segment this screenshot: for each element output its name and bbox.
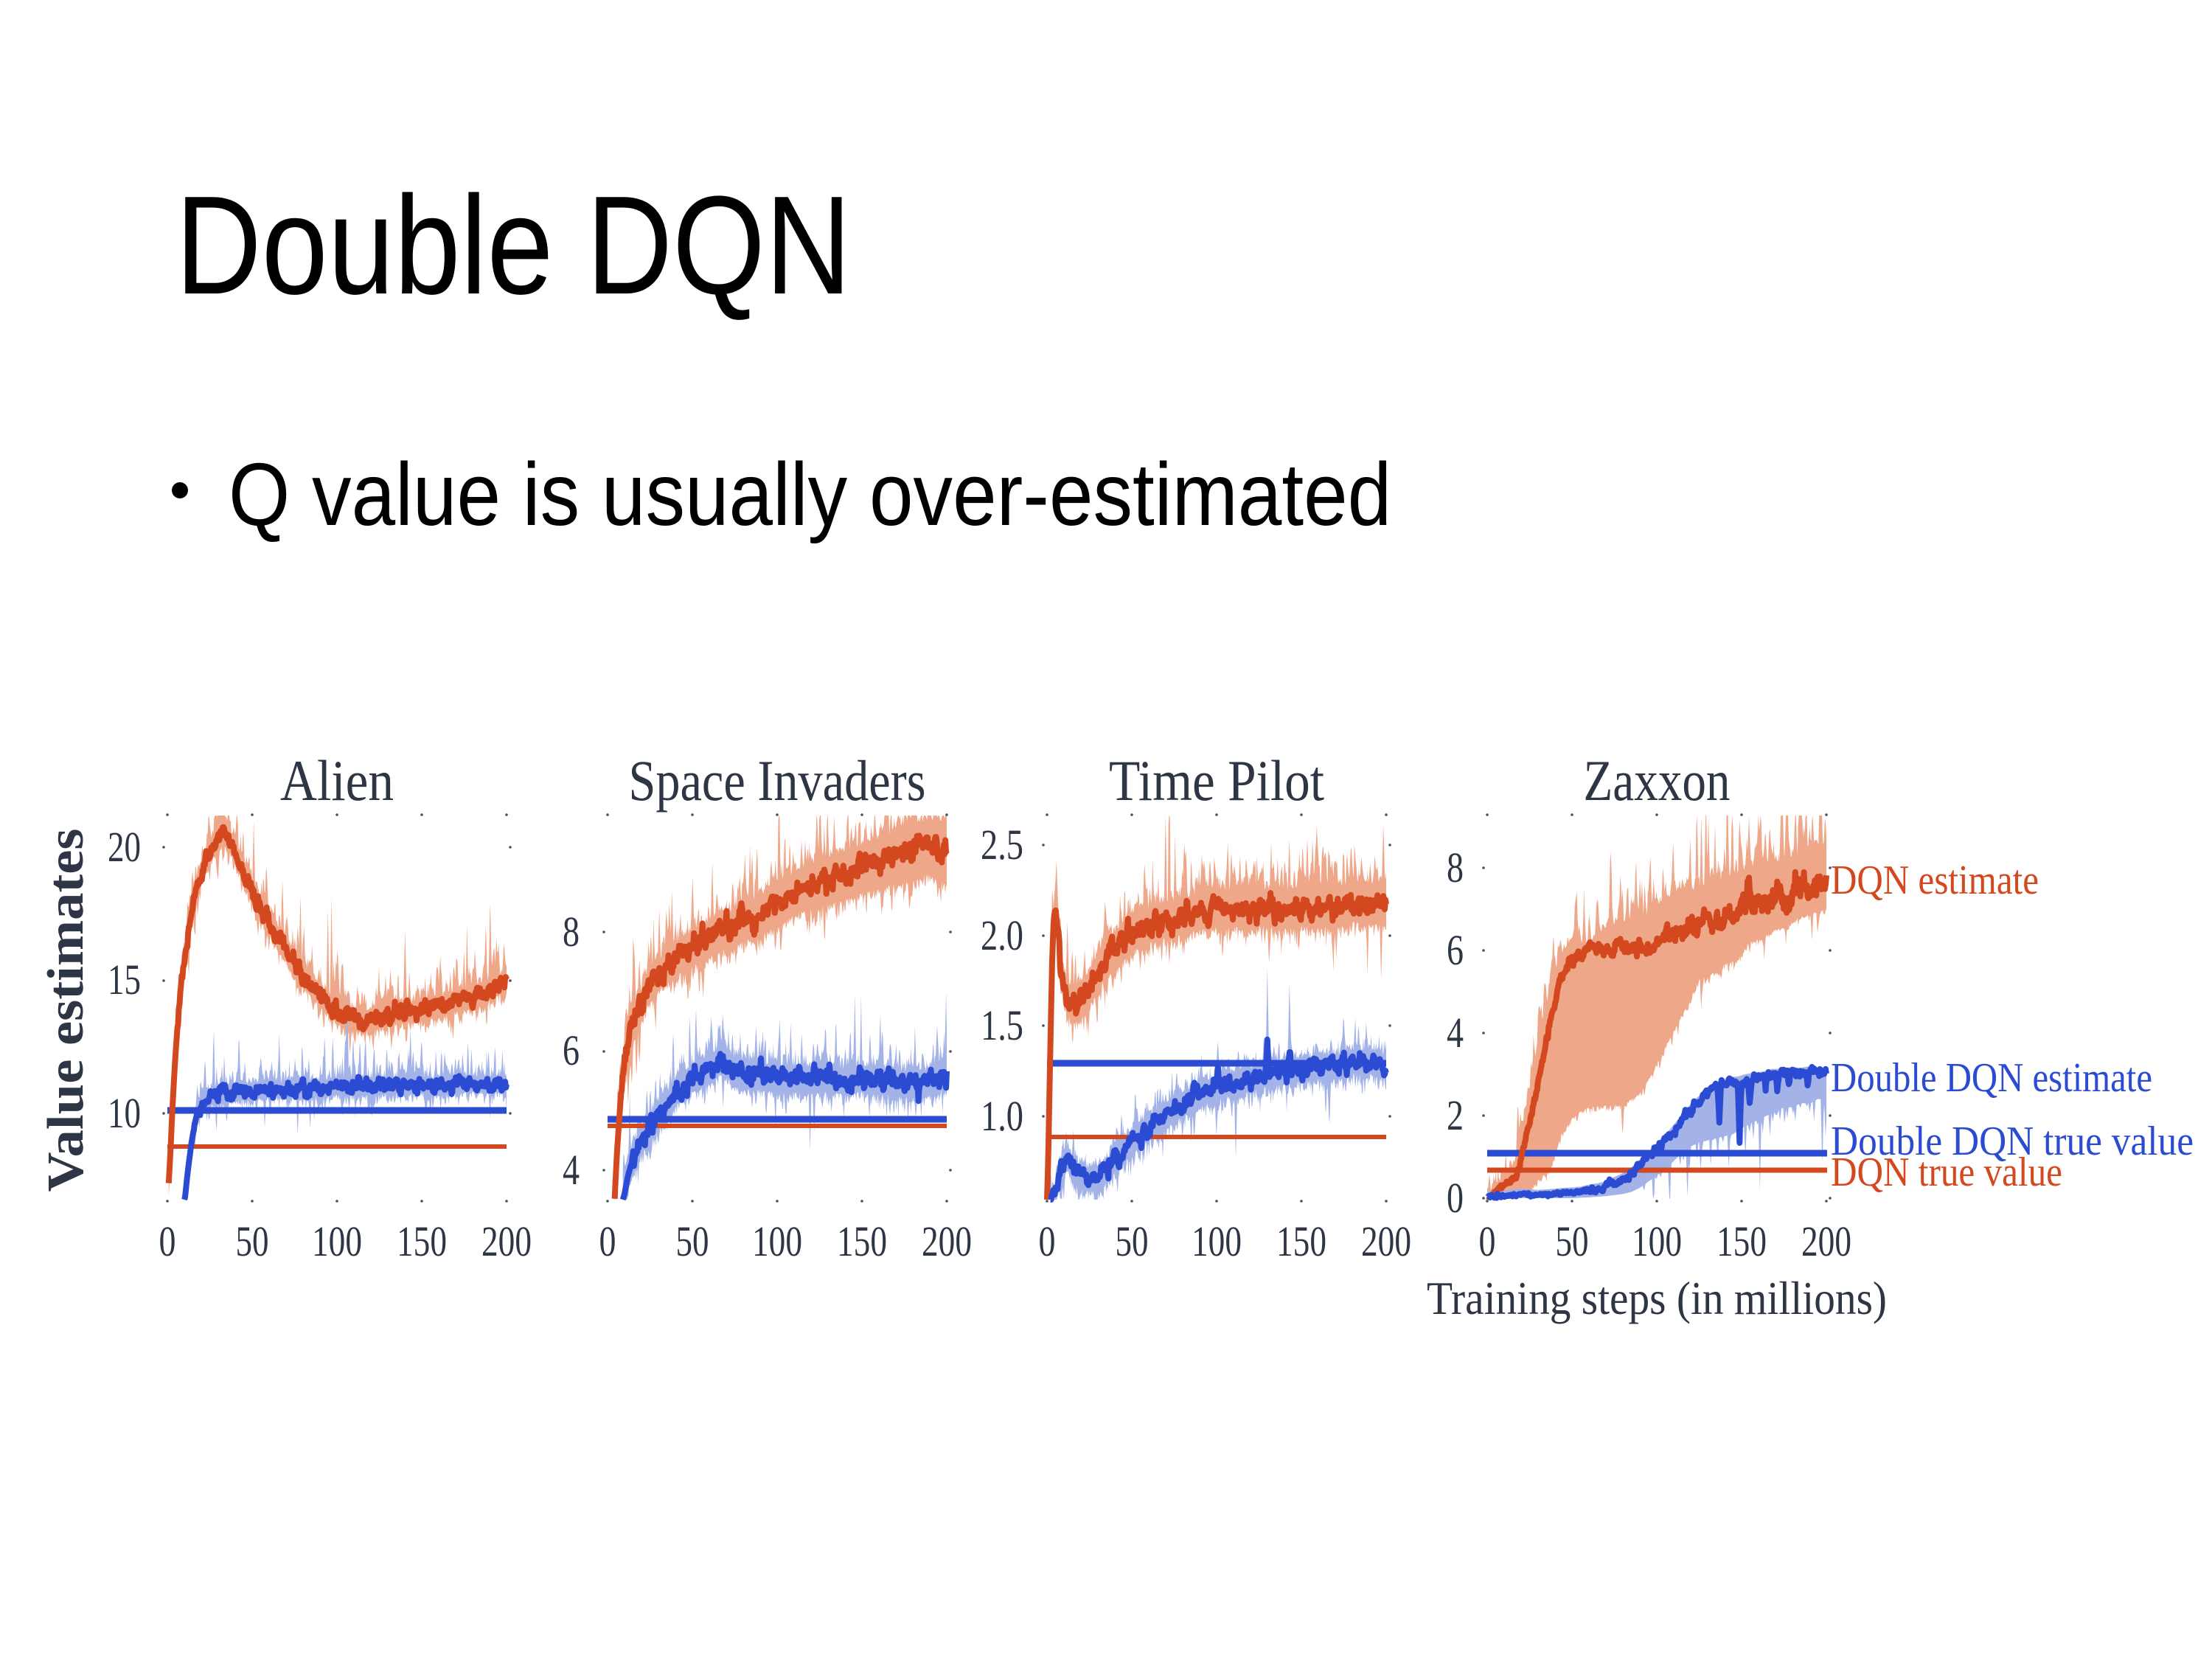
svg-text:4: 4 <box>1447 1009 1464 1057</box>
svg-text:Space Invaders: Space Invaders <box>629 748 926 813</box>
svg-text:50: 50 <box>236 1217 269 1265</box>
svg-text:8: 8 <box>1447 844 1464 891</box>
svg-text:200: 200 <box>922 1217 972 1265</box>
svg-text:15: 15 <box>108 956 141 1004</box>
svg-text:2: 2 <box>1447 1091 1464 1139</box>
svg-text:0: 0 <box>599 1217 616 1265</box>
svg-text:6: 6 <box>1447 926 1464 974</box>
svg-text:Value estimates: Value estimates <box>38 829 94 1192</box>
svg-text:DQN estimate: DQN estimate <box>1831 858 2039 903</box>
svg-text:50: 50 <box>676 1217 709 1265</box>
svg-text:1.0: 1.0 <box>981 1092 1023 1140</box>
svg-text:2.5: 2.5 <box>981 821 1023 869</box>
svg-text:4: 4 <box>563 1146 580 1194</box>
svg-text:150: 150 <box>1717 1217 1767 1265</box>
svg-text:10: 10 <box>108 1089 141 1137</box>
svg-text:Training steps (in millions): Training steps (in millions) <box>1427 1272 1887 1324</box>
svg-text:200: 200 <box>1361 1217 1411 1265</box>
svg-text:0: 0 <box>1479 1217 1496 1265</box>
svg-text:6: 6 <box>563 1026 580 1074</box>
svg-text:100: 100 <box>752 1217 802 1265</box>
svg-text:0: 0 <box>1447 1174 1464 1222</box>
svg-text:Double DQN estimate: Double DQN estimate <box>1831 1055 2152 1101</box>
svg-text:150: 150 <box>1276 1217 1326 1265</box>
svg-text:100: 100 <box>312 1217 362 1265</box>
svg-text:150: 150 <box>397 1217 447 1265</box>
svg-text:8: 8 <box>563 908 580 956</box>
svg-text:100: 100 <box>1192 1217 1242 1265</box>
svg-text:20: 20 <box>108 823 141 871</box>
svg-text:Zaxxon: Zaxxon <box>1584 748 1731 813</box>
svg-text:0: 0 <box>159 1217 176 1265</box>
svg-text:Time Pilot: Time Pilot <box>1109 748 1324 813</box>
svg-text:DQN true value: DQN true value <box>1831 1150 2062 1195</box>
svg-text:150: 150 <box>837 1217 887 1265</box>
svg-text:0: 0 <box>1039 1217 1056 1265</box>
svg-text:50: 50 <box>1556 1217 1589 1265</box>
svg-text:200: 200 <box>481 1217 532 1265</box>
svg-text:1.5: 1.5 <box>981 1001 1023 1049</box>
svg-text:100: 100 <box>1632 1217 1682 1265</box>
svg-text:Double DQN true value: Double DQN true value <box>1831 1119 2194 1164</box>
svg-text:50: 50 <box>1116 1217 1149 1265</box>
svg-text:2.0: 2.0 <box>981 911 1023 959</box>
svg-text:200: 200 <box>1801 1217 1851 1265</box>
svg-text:Alien: Alien <box>280 748 394 813</box>
